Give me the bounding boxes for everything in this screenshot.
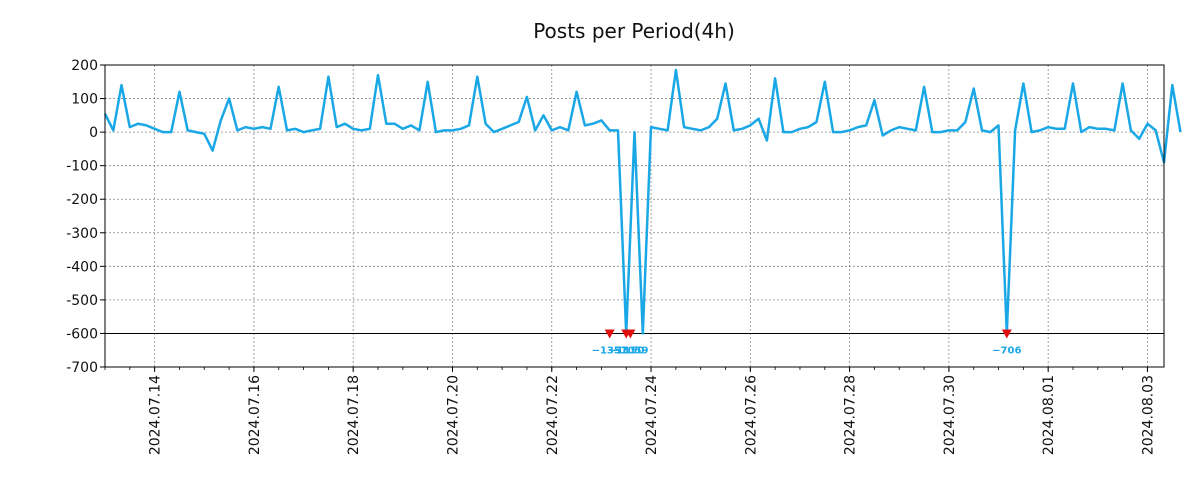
- chart-title: Posts per Period(4h): [533, 19, 735, 43]
- y-tick-label: -200: [66, 192, 98, 208]
- y-tick-label: 100: [71, 92, 98, 108]
- y-tick-label: -700: [66, 360, 98, 376]
- x-tick-label: 2024.07.16: [247, 375, 263, 455]
- outlier-marker: [1001, 329, 1012, 339]
- outlier-label: −706: [992, 345, 1021, 356]
- x-tick-label: 2024.07.14: [148, 375, 164, 455]
- outlier-label: −1059: [612, 345, 648, 356]
- x-tick-label: 2024.07.24: [644, 375, 660, 455]
- x-tick-label: 2024.07.22: [545, 375, 561, 455]
- y-tick-label: -400: [66, 259, 98, 275]
- y-tick-label: -300: [66, 226, 98, 242]
- x-tick-label: 2024.07.26: [743, 375, 759, 455]
- y-tick-label: -100: [66, 159, 98, 175]
- x-tick-label: 2024.08.01: [1041, 375, 1057, 455]
- y-tick-label: 200: [71, 58, 98, 74]
- outlier-label: −1357: [592, 345, 628, 356]
- x-tick-label: 2024.07.20: [445, 375, 461, 455]
- x-axis: 2024.07.14 2024.07.16 2024.07.18 2024.07.20…: [104, 367, 1156, 455]
- plot-frame: [104, 64, 1165, 368]
- outlier-label: −1150: [608, 345, 644, 356]
- y-tick-label: -600: [66, 326, 98, 342]
- x-tick-label: 2024.08.03: [1140, 375, 1156, 455]
- x-tick-label: 2024.07.30: [942, 375, 958, 455]
- outlier-markers: −1357−1150−1059 −706: [592, 329, 1021, 356]
- x-tick-label: 2024.07.18: [346, 375, 362, 455]
- y-axis: 200 100 0 -100 -200 -300 -400 -500 -600 -700: [66, 58, 105, 376]
- x-tick-label: 2024.07.28: [843, 375, 859, 455]
- outlier-marker: [604, 329, 615, 339]
- series-line: [103, 68, 1182, 335]
- y-tick-label: 0: [89, 125, 98, 141]
- y-tick-label: -500: [66, 293, 98, 309]
- outlier-marker: [625, 329, 636, 339]
